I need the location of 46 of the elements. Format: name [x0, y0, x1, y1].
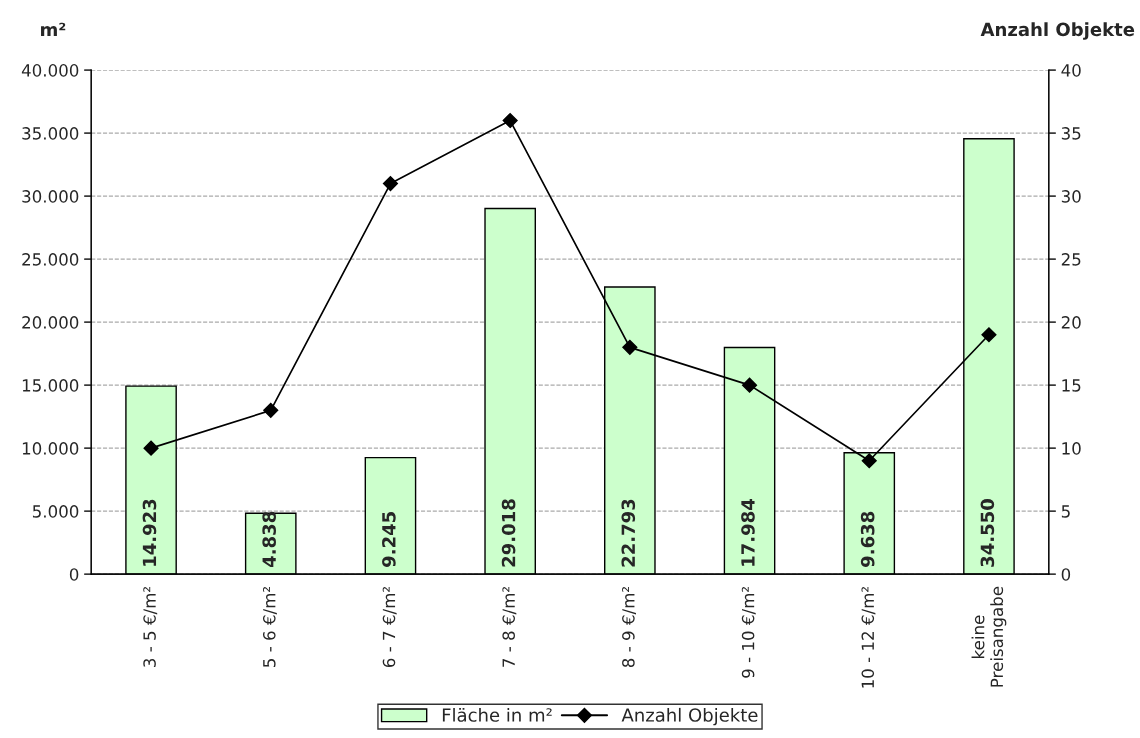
point — [143, 440, 159, 456]
y2-tick-label: 40 — [1061, 64, 1081, 77]
point — [382, 175, 399, 192]
data-label: 9.638 — [860, 511, 875, 567]
y-tick-label: 25.000 — [22, 253, 79, 266]
point — [861, 453, 877, 469]
x-tick-label: 7 - 8 €/m² — [502, 587, 517, 667]
point — [741, 377, 758, 393]
y2-tick-label: 0 — [1061, 568, 1071, 581]
y-tick-label: 5.000 — [32, 505, 79, 518]
y2-tick-label: 5 — [1061, 505, 1070, 518]
y-tick-label: 40.000 — [21, 64, 79, 77]
y2-tick-label: 35 — [1061, 127, 1081, 140]
legend-label: Fläche in m² — [442, 707, 552, 722]
x-tick-label: 9 - 10 €/m² — [741, 587, 756, 678]
legend-label: Anzahl Objekte — [621, 707, 758, 726]
y2-tick-label: 30 — [1061, 190, 1081, 203]
y-tick-label: 35.000 — [22, 127, 79, 140]
y-tick-label: 30.000 — [22, 190, 79, 203]
point — [502, 112, 518, 129]
x-tick-label: 3 - 5 €/m² — [143, 587, 158, 667]
point — [263, 402, 279, 418]
y2-axis-title: Anzahl Objekte — [980, 22, 1135, 40]
data-label: 22.793 — [621, 499, 636, 567]
data-label: 17.984 — [741, 499, 755, 566]
x-tick-label: 6 - 7 €/m² — [382, 587, 397, 668]
data-label: 14.923 — [142, 499, 157, 566]
x-tick-label: 10 - 12 €/m² — [861, 587, 876, 688]
point — [622, 339, 638, 355]
point — [981, 327, 997, 343]
x-tick-label: 5 - 6 €/m² — [262, 587, 277, 667]
data-label: 9.245 — [382, 512, 396, 567]
y-tick-label: 0 — [69, 568, 79, 581]
y-tick-label: 20.000 — [22, 316, 79, 329]
data-label: 29.018 — [501, 499, 516, 567]
x-tick-label: keine Preisangabe — [971, 586, 1007, 687]
data-label: 4.838 — [262, 511, 276, 568]
y2-tick-label: 10 — [1062, 442, 1081, 455]
data-label: 34.550 — [980, 499, 995, 567]
y2-tick-label: 15 — [1062, 379, 1081, 392]
y2-tick-label: 25 — [1061, 253, 1081, 266]
y2-tick-label: 20 — [1061, 316, 1081, 329]
y-tick-label: 15.000 — [22, 379, 79, 392]
y-tick-label: 10.000 — [22, 442, 79, 455]
x-tick-label: 8 - 9 €/m² — [622, 587, 636, 668]
y-axis-title: m² — [41, 22, 66, 37]
